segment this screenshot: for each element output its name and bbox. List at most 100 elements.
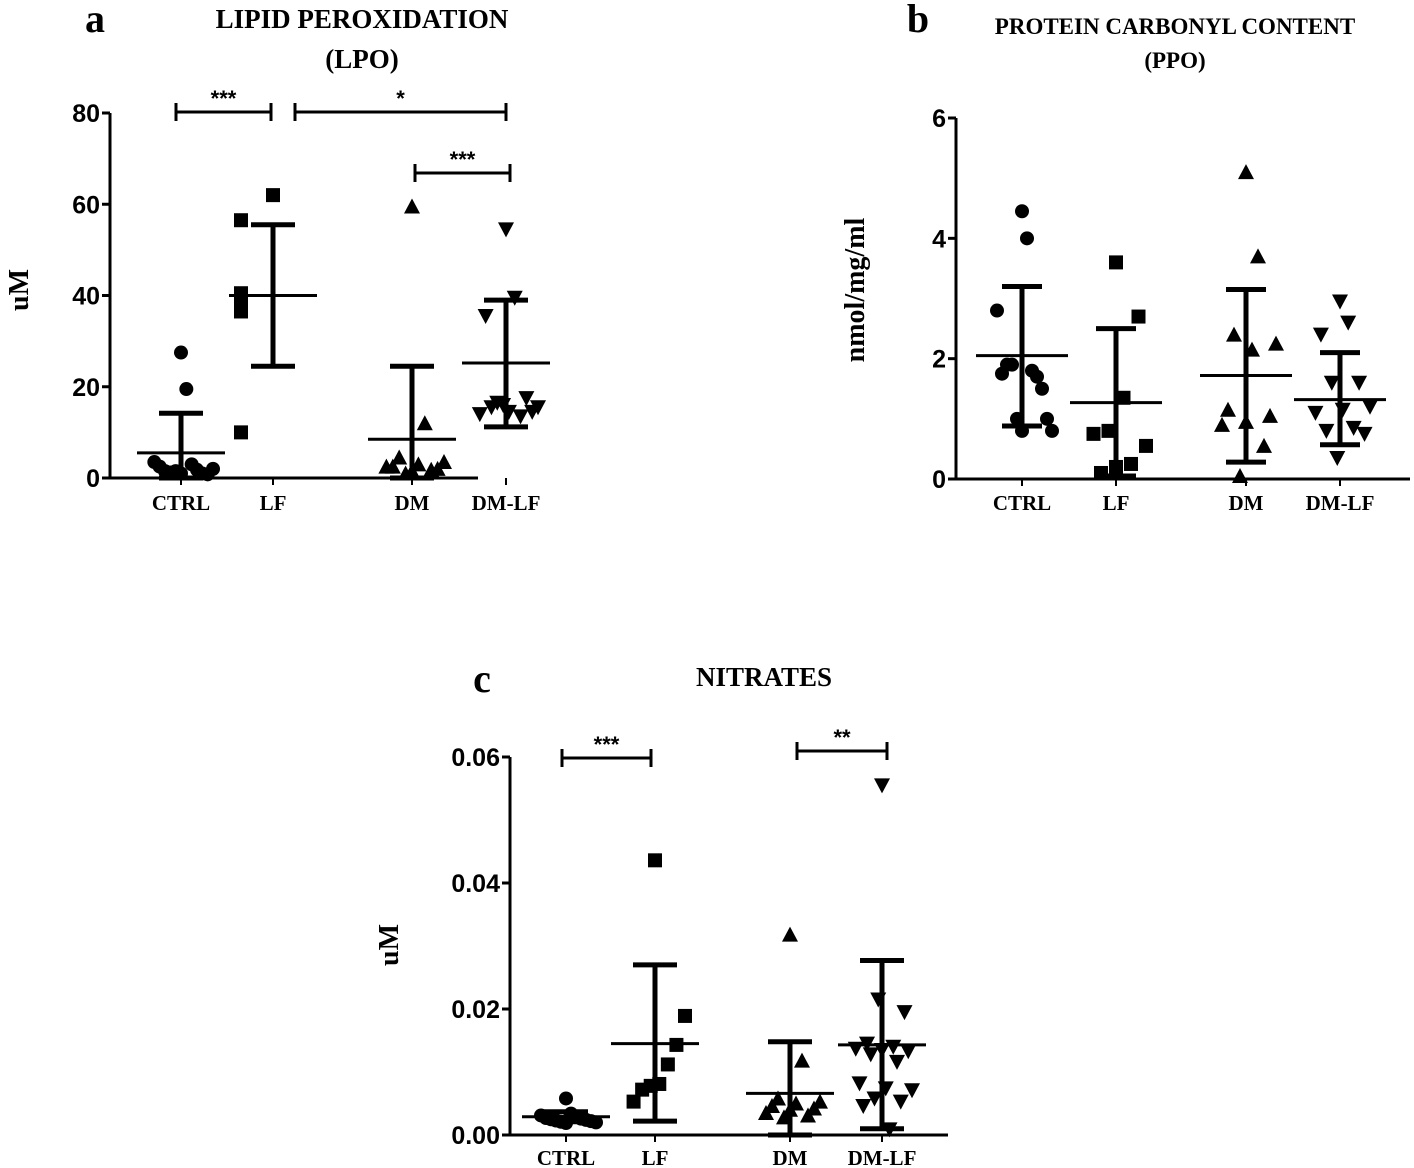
data-point [436,454,452,470]
x-tick-label: DM-LF [1306,491,1375,515]
data-point [1323,375,1340,391]
data-point [477,309,494,325]
chart-title: LIPID PEROXIDATION [216,4,509,34]
data-point [1250,248,1266,264]
data-point [174,345,188,360]
data-point [1340,315,1357,331]
data-point [626,1094,641,1109]
significance-label: *** [211,86,237,111]
x-tick-label: LF [260,491,287,515]
chart-title: NITRATES [696,662,832,692]
y-tick-label: 0 [932,466,946,494]
y-tick-label: 0.00 [451,1122,500,1150]
data-point [896,1005,913,1021]
y-tick-label: 2 [932,346,946,374]
data-point [1329,450,1346,466]
data-point [851,1076,868,1092]
panel-letter: b [907,0,929,41]
data-point [1030,369,1044,384]
data-point [1362,399,1378,415]
data-point [990,303,1004,318]
data-point [892,1094,909,1110]
data-point [1332,294,1348,310]
data-point [524,404,541,420]
data-point [1334,402,1351,418]
data-point [1139,438,1153,453]
chart-panel-b: b PROTEIN CARBONYL CONTENT (PPO) 0 2 4 6 nmol/m… [840,0,1410,515]
data-point [518,391,535,407]
significance-label: *** [450,147,476,172]
x-tick-label: DM [395,491,430,515]
data-point [234,286,248,301]
data-point [1262,407,1278,423]
data-point [1020,231,1034,246]
data-point [1101,423,1116,438]
data-point [800,1107,816,1123]
y-tick-label: 4 [932,225,946,253]
x-tick-label: CTRL [993,491,1051,515]
y-tick-label: 0.04 [451,870,500,898]
x-tick-label: DM-LF [472,491,541,515]
data-point [1345,420,1362,436]
y-tick-label: 60 [72,191,100,219]
data-point [498,222,514,238]
data-point [770,1090,786,1106]
data-point [559,1091,573,1106]
data-point [648,853,662,868]
data-point [179,382,194,397]
data-point [512,409,529,425]
x-tick-label: DM [1229,491,1264,515]
data-point [483,400,500,416]
data-point [866,1091,883,1107]
chart-title: (LPO) [325,44,399,74]
chart-title: PROTEIN CARBONYL CONTENT [995,14,1355,39]
data-point [900,1044,917,1060]
data-point [678,1008,692,1023]
data-point [589,1115,603,1130]
y-tick-label: 6 [932,105,946,133]
y-tick-label: 0.06 [451,744,500,772]
data-point [391,449,408,465]
data-point [874,778,890,794]
data-point [1356,426,1373,442]
data-point [1015,204,1029,219]
y-tick-label: 80 [72,100,100,128]
y-tick-label: 0.02 [451,996,500,1024]
data-point [1124,456,1138,471]
y-axis-label: nmol/mg/ml [840,217,871,362]
panel-letter: c [473,656,491,701]
data-point [1109,255,1123,270]
data-point [1220,401,1236,417]
data-point [423,461,440,477]
data-point [378,458,395,474]
y-tick-label: 40 [72,283,100,311]
panel-letter: a [85,0,105,41]
data-point [1238,164,1254,180]
data-point [404,198,420,214]
data-point [1035,381,1049,396]
data-point [1307,405,1324,421]
data-point [266,188,280,203]
y-axis-label: uM [374,924,405,966]
significance-label: ** [833,725,851,750]
data-point [416,415,433,431]
x-tick-label: LF [642,1146,669,1168]
data-point [862,1047,879,1063]
data-point [889,1054,905,1070]
chart-panel-c: c NITRATES 0.00 0.02 0.04 0.06 uM CTRL LF DM DM-LF… [374,656,948,1168]
data-point [660,1057,675,1072]
significance-label: *** [594,732,620,757]
data-point [471,407,488,423]
x-tick-label: CTRL [537,1146,595,1168]
x-tick-label: DM-LF [848,1146,917,1168]
data-point [794,1052,810,1068]
data-point [1086,426,1101,441]
data-point [1351,375,1368,391]
data-point [1131,309,1146,324]
data-point [1318,423,1335,439]
chart-title: (PPO) [1144,48,1205,73]
data-point [1312,327,1329,343]
data-point [234,304,248,319]
data-point [1045,423,1059,438]
